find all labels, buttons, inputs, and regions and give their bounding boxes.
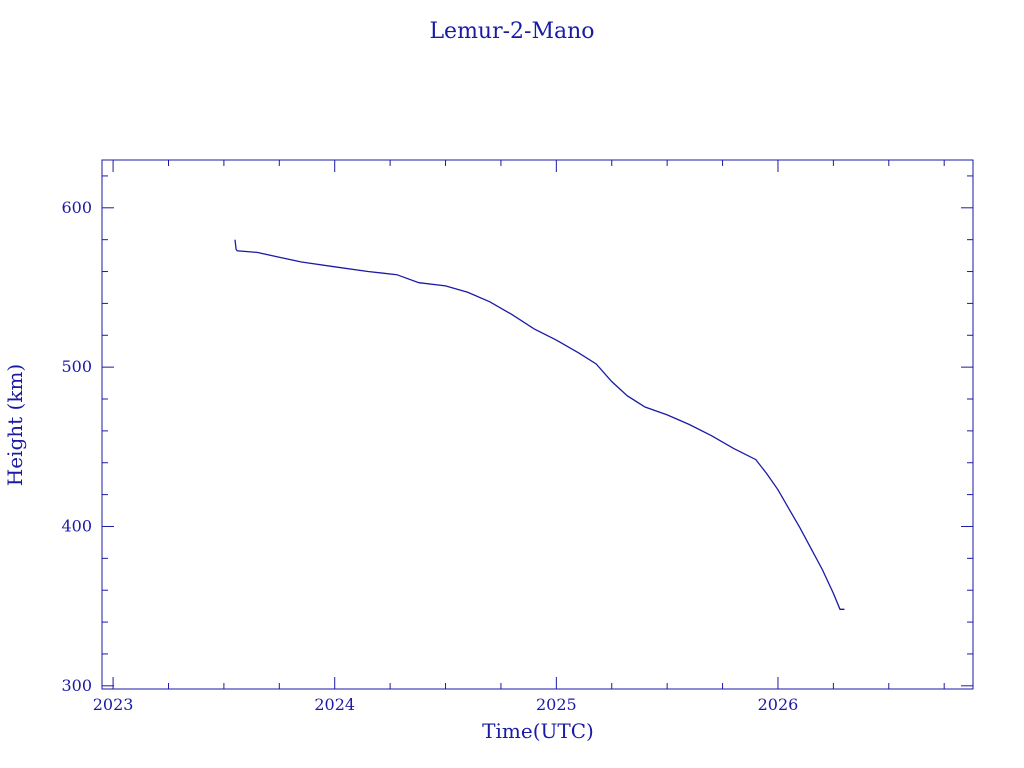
y-axis-label: Height (km) (3, 364, 27, 486)
x-tick-label: 2023 (93, 695, 134, 714)
x-tick-label: 2026 (758, 695, 799, 714)
x-axis-label: Time(UTC) (482, 719, 594, 743)
y-tick-label: 300 (61, 676, 92, 695)
x-tick-label: 2025 (536, 695, 577, 714)
y-tick-label: 400 (61, 516, 92, 535)
y-tick-label: 600 (61, 198, 92, 217)
chart-title: Lemur-2-Mano (429, 19, 594, 44)
axis-tick-labels: 2023 2024 2025 2026 300 400 500 600 (61, 198, 798, 714)
height-series-line (234, 239, 845, 610)
axis-ticks (102, 160, 973, 689)
x-tick-label: 2024 (314, 695, 355, 714)
y-tick-label: 500 (61, 357, 92, 376)
plot-frame (101, 159, 974, 690)
